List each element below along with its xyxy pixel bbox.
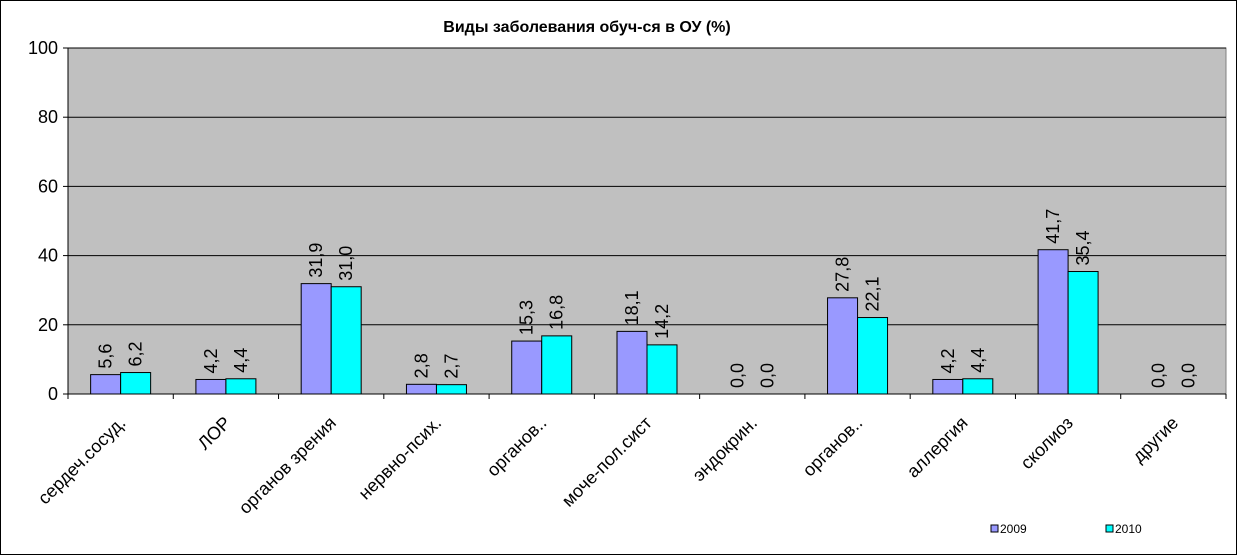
legend-swatch-2009: [990, 524, 999, 533]
chart-title: Виды заболевания обуч-ся в ОУ (%): [443, 19, 730, 36]
data-label-2009: 0,0: [1148, 363, 1168, 388]
data-label-2010: 16,8: [547, 295, 567, 330]
x-tick-label: сколиоз: [1017, 413, 1077, 473]
data-label-2010: 22,1: [863, 276, 883, 311]
legend-label-2010: 2010: [1115, 522, 1142, 536]
y-tick-label: 80: [38, 107, 58, 127]
data-label-2010: 0,0: [757, 363, 777, 388]
data-label-2009: 27,8: [833, 257, 853, 292]
data-label-2010: 31,0: [336, 246, 356, 281]
data-label-2010: 14,2: [652, 304, 672, 339]
bar-2010: [225, 378, 257, 395]
bar-2009: [195, 378, 227, 395]
bar-2010: [646, 344, 678, 395]
data-label-2009: 18,1: [622, 290, 642, 325]
data-label-2010: 2,7: [441, 354, 461, 379]
data-label-2010: 0,0: [1178, 363, 1198, 388]
x-tick-label: нервно-псих.: [355, 413, 446, 504]
legend-label-2009: 2009: [1000, 522, 1027, 536]
bar-2009: [90, 374, 122, 395]
data-label-2009: 2,8: [411, 353, 431, 378]
x-tick-label: ЛОР: [194, 413, 235, 454]
data-label-2009: 4,2: [201, 348, 221, 373]
x-tick-label: моче-пол.сист: [558, 413, 656, 511]
bar-2010: [1067, 271, 1099, 395]
bar-2010: [330, 286, 362, 395]
bar-2010: [962, 378, 994, 395]
data-label-2009: 5,6: [96, 344, 116, 369]
data-label-2010: 4,4: [231, 348, 251, 373]
data-label-2009: 31,9: [306, 243, 326, 278]
x-tick-label: эндокрин.: [689, 413, 762, 486]
x-tick-label: сердеч.сосуд.: [34, 413, 129, 508]
x-tick-label: органов зрения: [235, 413, 340, 518]
y-tick-label: 0: [48, 384, 58, 404]
data-label-2009: 4,2: [938, 348, 958, 373]
bar-2009: [1037, 249, 1069, 395]
x-tick-label: другие: [1128, 413, 1182, 467]
bar-2009: [616, 330, 648, 395]
data-label-2009: 15,3: [517, 300, 537, 335]
bar-2009: [511, 340, 543, 395]
bar-2010: [435, 384, 467, 395]
y-tick-label: 40: [38, 246, 58, 266]
data-label-2010: 4,4: [968, 348, 988, 373]
data-label-2009: 41,7: [1043, 209, 1063, 244]
bar-2009: [932, 378, 964, 395]
data-label-2009: 0,0: [727, 363, 747, 388]
y-tick-label: 100: [28, 38, 58, 58]
legend: 2009 2010: [990, 522, 1142, 536]
bar-2009: [405, 383, 437, 395]
x-tick-label: органов..: [799, 413, 867, 481]
bar-2009: [827, 297, 859, 395]
bar-2010: [120, 372, 152, 395]
legend-swatch-2010: [1105, 524, 1114, 533]
bar-2010: [541, 335, 573, 395]
x-tick-label: органов..: [483, 413, 551, 481]
y-tick-label: 20: [38, 315, 58, 335]
bar-2009: [300, 283, 332, 395]
bar-2010: [857, 317, 889, 395]
data-label-2010: 6,2: [126, 342, 146, 367]
x-tick-label: аллергия: [903, 413, 972, 482]
data-label-2010: 35,4: [1073, 230, 1093, 265]
y-tick-label: 60: [38, 176, 58, 196]
